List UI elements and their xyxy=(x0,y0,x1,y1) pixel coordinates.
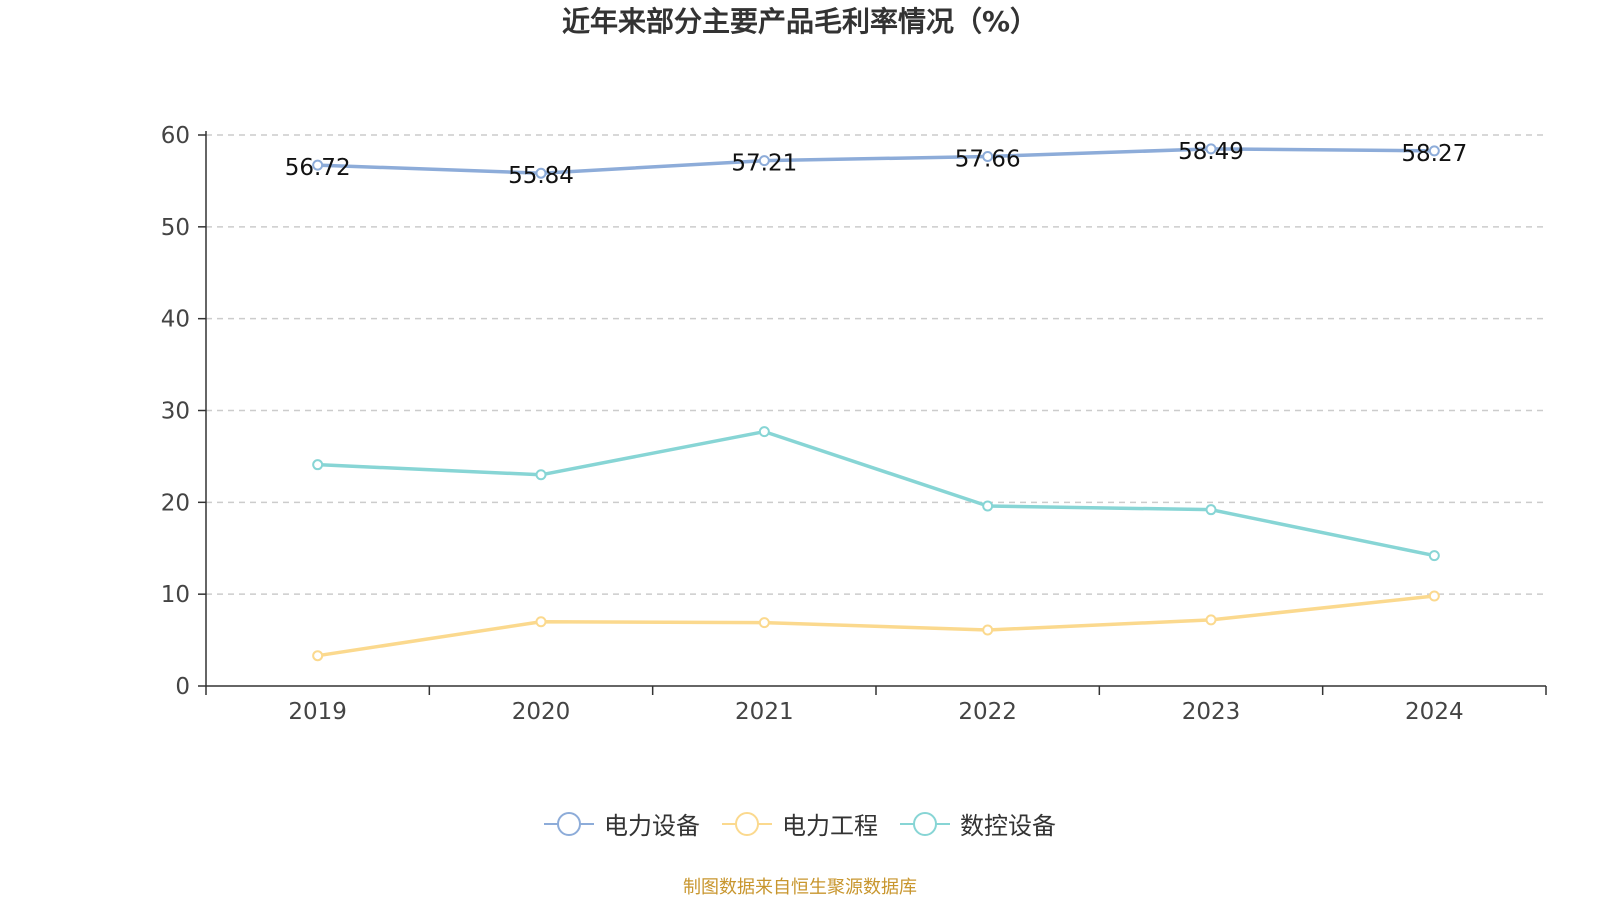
data-label: 58.49 xyxy=(1178,139,1244,165)
legend-item-power-engineering[interactable]: 电力工程 xyxy=(722,806,878,841)
axes: 0 10 20 30 40 50 60 2019 2020 2021 2022 2023 2024 xyxy=(161,123,1547,725)
data-point xyxy=(1205,143,1217,155)
data-point xyxy=(758,426,770,438)
data-label: 56.72 xyxy=(285,155,351,181)
data-point xyxy=(535,167,547,179)
data-point xyxy=(982,500,994,512)
x-tick-label: 2021 xyxy=(735,699,794,725)
data-point xyxy=(758,155,770,167)
data-point xyxy=(758,617,770,629)
grid-lines xyxy=(206,134,1546,595)
data-point xyxy=(982,150,994,162)
series-lines xyxy=(312,143,1440,662)
x-tick-label: 2024 xyxy=(1405,699,1464,725)
legend-line-circle-icon xyxy=(544,811,594,836)
data-label: 58.27 xyxy=(1401,141,1467,167)
y-tick-label: 60 xyxy=(161,123,190,149)
x-tick-label: 2022 xyxy=(958,699,1017,725)
data-point xyxy=(535,469,547,481)
legend: 电力设备 电力工程 数控设备 xyxy=(0,806,1600,841)
source-note: 制图数据来自恒生聚源数据库 xyxy=(683,877,917,898)
legend-line-circle-icon xyxy=(722,811,772,836)
y-tick-label: 30 xyxy=(161,399,190,425)
series-line-2 xyxy=(317,429,1435,558)
legend-label: 数控设备 xyxy=(960,812,1056,840)
y-tick-label: 0 xyxy=(175,674,190,700)
series-line-0 xyxy=(317,147,1435,175)
data-label: 55.84 xyxy=(508,163,574,189)
data-label: 57.66 xyxy=(955,146,1021,172)
data-point xyxy=(982,624,994,636)
x-tick-label: 2019 xyxy=(288,699,347,725)
data-point xyxy=(1428,590,1440,602)
data-point xyxy=(312,159,324,171)
legend-line-circle-icon xyxy=(900,811,950,836)
legend-label: 电力设备 xyxy=(604,812,700,840)
data-point xyxy=(1205,504,1217,516)
legend-item-cnc-equipment[interactable]: 数控设备 xyxy=(900,806,1056,841)
y-tick-label: 40 xyxy=(161,307,190,333)
legend-label: 电力工程 xyxy=(782,812,878,840)
data-point xyxy=(1205,614,1217,626)
data-point xyxy=(312,650,324,662)
series-line-1 xyxy=(317,594,1435,658)
data-labels: 56.72 55.84 57.21 57.66 58.49 58.27 xyxy=(285,139,1468,189)
x-tick-label: 2020 xyxy=(512,699,571,725)
data-point xyxy=(1428,550,1440,562)
data-point xyxy=(535,616,547,628)
y-tick-label: 50 xyxy=(161,215,190,241)
data-label: 57.21 xyxy=(731,151,797,177)
data-point xyxy=(1428,145,1440,157)
y-tick-label: 10 xyxy=(161,582,190,608)
x-tick-label: 2023 xyxy=(1182,699,1241,725)
y-tick-label: 20 xyxy=(161,490,190,516)
data-point xyxy=(312,459,324,471)
chart-title: 近年来部分主要产品毛利率情况（%） xyxy=(561,5,1039,38)
legend-item-power-equipment[interactable]: 电力设备 xyxy=(544,806,700,841)
